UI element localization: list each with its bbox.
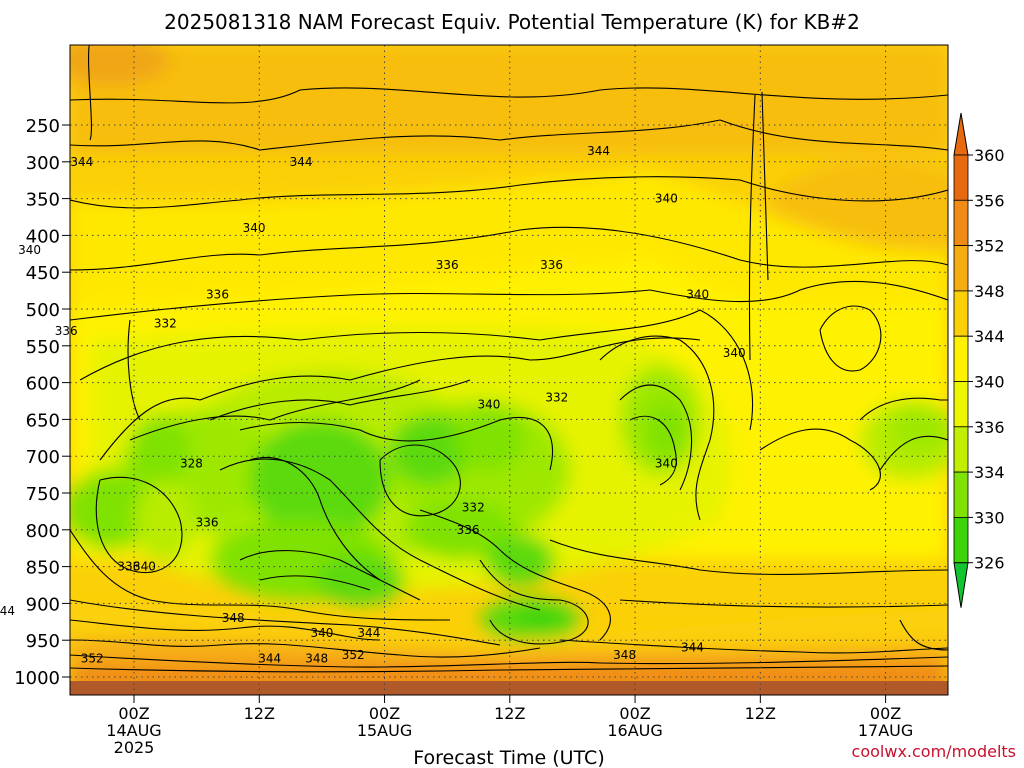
y-tick-label: 400 (26, 226, 60, 247)
contour-label: 344 (70, 155, 93, 169)
y-tick-label: 800 (26, 521, 60, 542)
y-tick-label: 900 (26, 594, 60, 615)
contour-label: 340 (310, 626, 333, 640)
colorbar-segment (953, 154, 969, 201)
x-tick-label: 00Z (619, 704, 650, 723)
colorbar-label: 344 (974, 327, 1005, 346)
contour-label: 344 (681, 641, 704, 655)
contour-label: 348 (222, 611, 245, 625)
x-date-label: 15AUG (357, 721, 412, 740)
grid-lines (70, 45, 948, 695)
y-tick-label: 750 (26, 484, 60, 505)
contour-label: 336 (436, 258, 459, 272)
colorbar-segment (953, 290, 969, 337)
y-axis: 250 300 350 400 450 500 550 600 650 700 750 800 850 9… (14, 116, 70, 689)
y-tick-label: 950 (26, 631, 60, 652)
contour-label: 344 (587, 144, 610, 158)
colorbar-label: 352 (974, 237, 1005, 256)
x-tick-label: 00Z (118, 704, 149, 723)
x-date-label: 14AUG (106, 721, 161, 740)
contour-label: 348 (613, 648, 636, 662)
y-tick-label: 550 (26, 337, 60, 358)
contour-label: 332 (462, 501, 485, 515)
credit-text: coolwx.com/modelts (852, 742, 1016, 761)
colorbar-label: 360 (974, 146, 1005, 165)
colorbar-segment (953, 199, 969, 247)
colorbar-label: 330 (974, 508, 1005, 527)
colorbar-segment (953, 471, 969, 518)
y-tick-label: 700 (26, 447, 60, 468)
colorbar-label: 326 (974, 554, 1005, 573)
contour-label: 340 (686, 287, 709, 301)
y-tick-label: 600 (26, 374, 60, 395)
x-tick-label: 12Z (244, 704, 275, 723)
colorbar-segment (953, 426, 969, 473)
contour-label: 340 (655, 457, 678, 471)
colorbar-label: 356 (974, 191, 1005, 210)
colorbar-segment (953, 245, 969, 292)
contour-label: 352 (81, 652, 104, 666)
colorbar: 360 356 352 348 344 340 336 334 330 326 (953, 112, 1005, 608)
contour-label: 344 (290, 155, 313, 169)
colorbar-top-arrow (953, 112, 969, 156)
plot-frame (69, 44, 949, 696)
contour-label: 336 (196, 515, 219, 529)
contour-label: 328 (180, 457, 203, 471)
x-tick-label: 00Z (369, 704, 400, 723)
contour-label: 336 (55, 324, 78, 338)
x-tick-label: 00Z (870, 704, 901, 723)
colorbar-segment (953, 517, 969, 564)
contour-label: 332 (154, 317, 177, 331)
x-tick-label: 12Z (494, 704, 525, 723)
y-tick-label: 250 (26, 116, 60, 137)
contour-label: 340 (133, 560, 156, 574)
x-date-label: 16AUG (607, 721, 662, 740)
colorbar-label: 340 (974, 373, 1005, 392)
y-tick-label: 450 (26, 263, 60, 284)
colorbar-bottom-arrow (953, 562, 969, 608)
chart-title: 2025081318 NAM Forecast Equiv. Potential… (164, 10, 860, 34)
colorbar-segment (953, 335, 969, 382)
contour-label: 344 (258, 652, 281, 666)
x-date-label: 2025 (114, 738, 155, 757)
contour-label: 340 (18, 243, 41, 257)
y-tick-label: 650 (26, 410, 60, 431)
contour-label: 344 (0, 604, 15, 618)
plot-area (70, 45, 948, 695)
x-date-label: 17AUG (858, 721, 913, 740)
y-tick-label: 300 (26, 153, 60, 174)
x-tick-label: 12Z (745, 704, 776, 723)
colorbar-label: 348 (974, 282, 1005, 301)
contour-label: 340 (723, 346, 746, 360)
contour-label: 344 (357, 626, 380, 640)
colorbar-segment (953, 381, 969, 428)
colorbar-label: 334 (974, 463, 1005, 482)
y-tick-label: 500 (26, 300, 60, 321)
contour-label: 340 (243, 221, 266, 235)
contour-label: 332 (545, 390, 568, 404)
contour-label: 352 (342, 648, 365, 662)
contour-label: 336 (117, 560, 140, 574)
y-tick-label: 850 (26, 558, 60, 579)
colorbar-label: 336 (974, 418, 1005, 437)
y-tick-label: 350 (26, 190, 60, 211)
contour-label: 340 (477, 398, 500, 412)
contour-label: 336 (457, 523, 480, 537)
x-axis-label: Forecast Time (UTC) (413, 747, 604, 768)
contour-label: 336 (540, 258, 563, 272)
contour-label: 336 (206, 287, 229, 301)
contour-label: 348 (305, 652, 328, 666)
contour-label: 340 (655, 192, 678, 206)
y-tick-label: 1000 (14, 668, 60, 689)
